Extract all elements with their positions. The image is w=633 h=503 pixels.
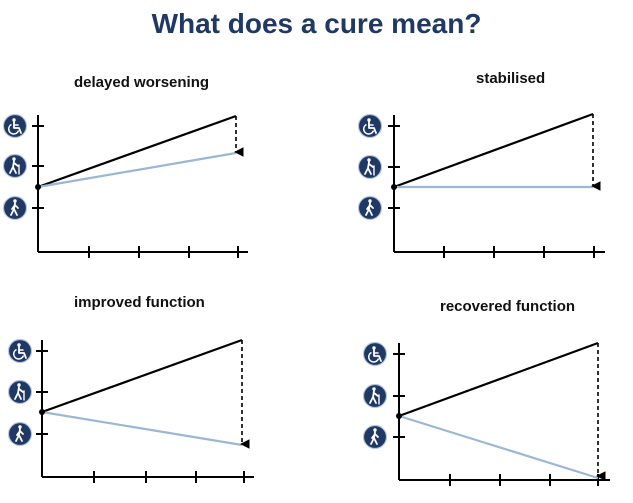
- panel-stabilised: [357, 112, 605, 258]
- y-axis: [388, 115, 400, 252]
- wheelchair-icon: [7, 338, 33, 364]
- walking-person-icon: [362, 424, 388, 450]
- walking-stick-icon: [7, 379, 33, 405]
- wheelchair-icon: [2, 113, 28, 139]
- x-axis: [399, 474, 610, 486]
- panel-title-stabilised: stabilised: [476, 70, 546, 87]
- wheelchair-icon: [357, 113, 383, 139]
- treated-line: [398, 414, 599, 480]
- start-point: [35, 184, 41, 190]
- page-title: What does a cure mean?: [151, 8, 482, 39]
- untreated-line: [398, 341, 599, 418]
- x-axis: [38, 246, 248, 258]
- panel-recovered-function: [362, 341, 610, 486]
- start-point: [39, 409, 45, 415]
- y-axis: [36, 340, 48, 477]
- y-axis: [32, 115, 44, 252]
- walking-person-icon: [2, 195, 28, 221]
- x-axis: [394, 246, 605, 258]
- untreated-line: [41, 338, 243, 414]
- panel-title-delayed-worsening: delayed worsening: [74, 74, 210, 91]
- walking-stick-icon: [2, 153, 28, 179]
- treated-line: [41, 410, 243, 447]
- start-point: [396, 413, 402, 419]
- walking-person-icon: [357, 195, 383, 221]
- panel-improved-function: [7, 338, 254, 483]
- panel-title-improved-function: improved function: [74, 294, 205, 311]
- walking-person-icon: [7, 421, 33, 447]
- y-axis: [393, 343, 405, 480]
- start-point: [391, 184, 397, 190]
- walking-stick-icon: [357, 154, 383, 180]
- treated-line: [37, 151, 237, 189]
- panel-title-recovered-function: recovered function: [440, 298, 576, 315]
- x-axis: [42, 471, 254, 483]
- panel-delayed-worsening: [2, 113, 248, 258]
- untreated-line: [37, 114, 237, 189]
- wheelchair-icon: [362, 341, 388, 367]
- walking-stick-icon: [362, 383, 388, 409]
- untreated-line: [393, 112, 594, 189]
